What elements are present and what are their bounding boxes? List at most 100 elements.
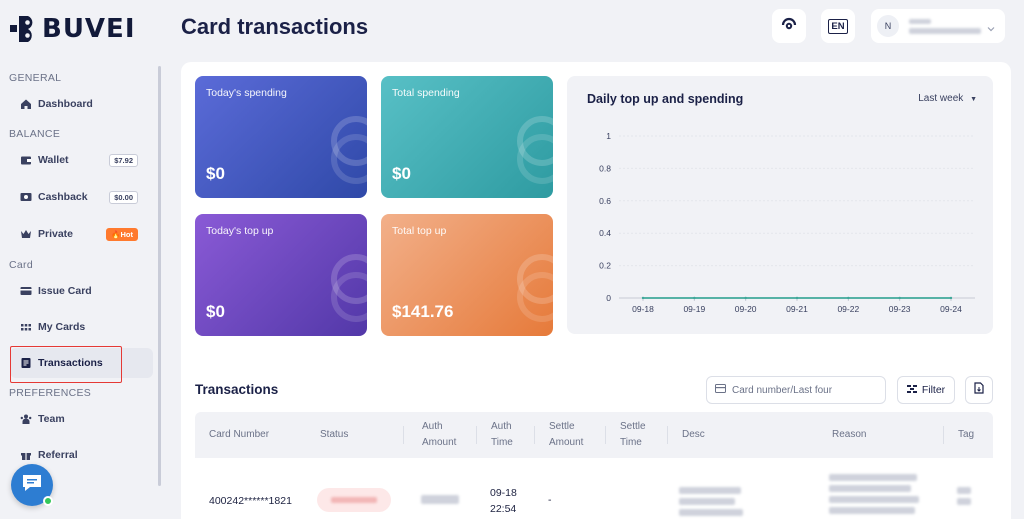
sidebar-item-cashback[interactable]: Cashback $0.00 (10, 182, 153, 212)
data-point[interactable] (641, 296, 645, 300)
sidebar-item-team[interactable]: Team (10, 404, 153, 434)
section-card: Card (9, 259, 33, 271)
stat-value: $0 (206, 164, 225, 183)
chart-range-select[interactable]: Last week ▼ (918, 93, 977, 104)
col-settle-time: Settle Time (620, 421, 646, 448)
column-divider (605, 426, 606, 444)
y-tick-label: 0.8 (599, 163, 611, 173)
data-point[interactable] (847, 296, 850, 300)
hot-badge-label: Hot (120, 229, 134, 239)
x-tick-label: 09-24 (940, 304, 962, 314)
col-tag: Tag (958, 429, 975, 440)
col-reason: Reason (832, 429, 867, 440)
main-panel: Today's spending $0 Total spending $0 To… (181, 62, 1011, 519)
sidebar-item-dashboard[interactable]: Dashboard (10, 89, 153, 119)
chart-range-label: Last week (918, 93, 964, 104)
wallet-icon (19, 154, 32, 167)
card-search-icon (715, 384, 726, 396)
section-preferences: PREFERENCES (9, 387, 92, 399)
coin-stack-icon (331, 134, 367, 184)
chevron-down-icon (987, 20, 995, 38)
cashback-balance-badge: $0.00 (109, 190, 138, 204)
export-button[interactable] (965, 376, 993, 404)
stat-label: Today's spending (206, 87, 287, 99)
stat-value: $0 (392, 164, 411, 183)
stat-card-total-spending: Total spending $0 (381, 76, 553, 198)
column-divider (667, 426, 668, 444)
sidebar-item-label: Dashboard (38, 98, 93, 110)
col-auth-time: Auth Time (491, 421, 513, 448)
y-tick-label: 0.6 (599, 196, 611, 206)
cell-status-redacted (317, 488, 391, 512)
col-desc: Desc (682, 429, 705, 440)
data-point[interactable] (949, 296, 953, 300)
column-divider (476, 426, 477, 444)
card-search-input[interactable]: Card number/Last four (706, 376, 886, 404)
cell-auth-clock: 22:54 (490, 503, 517, 515)
online-status-dot (43, 496, 53, 506)
sidebar-item-wallet[interactable]: Wallet $7.92 (10, 145, 153, 175)
sidebar-item-label: Private (38, 228, 74, 240)
chat-bubble-icon (21, 473, 43, 498)
sidebar-item-referral[interactable]: Referral (10, 440, 153, 470)
avatar: N (877, 15, 899, 37)
hot-badge: 🔥Hot (106, 227, 138, 241)
user-info-redacted (909, 18, 981, 34)
y-tick-label: 0 (606, 293, 611, 303)
col-auth-amount: Auth Amount (422, 421, 457, 448)
data-point[interactable] (898, 296, 901, 300)
stat-value: $0 (206, 302, 225, 321)
user-menu[interactable]: N (871, 9, 1005, 43)
headset-icon (780, 15, 798, 38)
transactions-title: Transactions (195, 382, 279, 397)
sidebar-item-label: Transactions (38, 357, 103, 369)
column-divider (534, 426, 535, 444)
table-header: Card Number Status Auth Amount Auth Time… (195, 412, 993, 458)
data-point[interactable] (744, 296, 747, 300)
cashback-icon (19, 191, 32, 204)
brand-logo[interactable]: BUVEI (10, 14, 136, 44)
coin-stack-icon (331, 272, 367, 322)
sidebar-scrollbar[interactable] (158, 66, 161, 486)
col-settle-amount: Settle Amount (549, 421, 584, 448)
stat-label: Today's top up (206, 225, 274, 237)
stat-label: Total spending (392, 87, 460, 99)
grid-icon (19, 321, 32, 334)
filter-label: Filter (921, 384, 946, 396)
team-icon (19, 413, 32, 426)
language-button[interactable]: EN (821, 9, 855, 43)
y-tick-label: 1 (606, 131, 611, 141)
chart-card: Daily top up and spending Last week ▼ 1 0… (567, 76, 993, 334)
sidebar: BUVEI GENERAL Dashboard BALANCE Wallet $… (0, 0, 165, 519)
wallet-balance-badge: $7.92 (109, 153, 138, 167)
x-tick-label: 09-18 (632, 304, 654, 314)
crown-icon (19, 228, 32, 241)
cell-settle-amount: - (548, 494, 552, 506)
sidebar-item-label: Cashback (38, 191, 88, 203)
col-status: Status (320, 429, 349, 440)
card-icon (19, 285, 32, 298)
x-tick-label: 09-19 (683, 304, 705, 314)
sidebar-item-my-cards[interactable]: My Cards (10, 312, 153, 342)
language-icon: EN (828, 18, 848, 34)
coin-stack-icon (517, 272, 553, 322)
export-file-icon (974, 381, 984, 399)
sidebar-item-transactions[interactable]: Transactions (10, 348, 153, 378)
section-general: GENERAL (9, 72, 62, 84)
home-icon (19, 98, 32, 111)
data-point[interactable] (693, 296, 696, 300)
filter-button[interactable]: Filter (897, 376, 955, 404)
sidebar-item-label: Wallet (38, 154, 69, 166)
filter-icon (906, 384, 917, 397)
stat-label: Total top up (392, 225, 447, 237)
sidebar-item-issue-card[interactable]: Issue Card (10, 276, 153, 306)
gift-icon (19, 449, 32, 462)
support-button[interactable] (772, 9, 806, 43)
sidebar-item-label: Team (38, 413, 65, 425)
chat-support-button[interactable] (11, 464, 53, 506)
x-tick-label: 09-23 (889, 304, 911, 314)
data-point[interactable] (795, 296, 799, 300)
column-divider (403, 426, 404, 444)
sidebar-item-private[interactable]: Private 🔥Hot (10, 219, 153, 249)
stat-card-total-top-up: Total top up $141.76 (381, 214, 553, 336)
